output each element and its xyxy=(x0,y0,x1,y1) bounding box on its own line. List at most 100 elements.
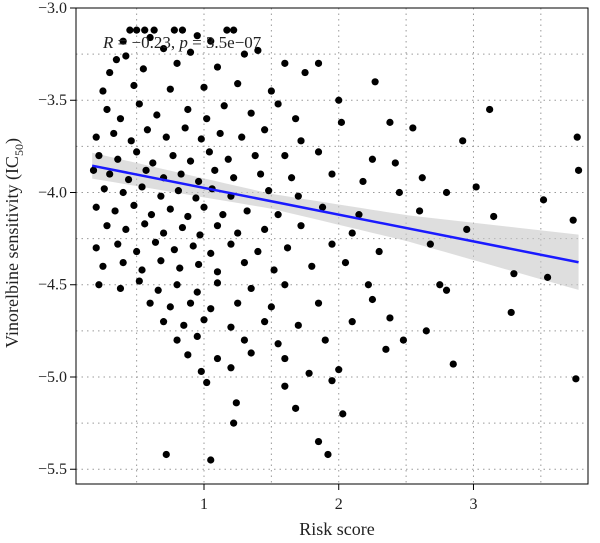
y-tick-label: −4.5 xyxy=(38,277,67,294)
data-point xyxy=(463,225,471,233)
data-point xyxy=(261,318,269,326)
y-tick-label: −5.5 xyxy=(38,461,67,478)
data-point xyxy=(92,203,100,211)
data-point xyxy=(116,284,125,293)
data-point xyxy=(572,375,580,383)
data-point xyxy=(328,170,336,178)
data-point xyxy=(162,133,170,141)
data-point xyxy=(203,115,211,123)
data-point xyxy=(341,259,350,267)
data-point xyxy=(213,222,222,230)
data-point xyxy=(95,281,103,289)
regression-line xyxy=(91,164,579,264)
data-point xyxy=(371,78,379,86)
data-point xyxy=(174,187,182,195)
data-point xyxy=(426,240,434,248)
data-point xyxy=(224,155,232,163)
data-point xyxy=(305,369,313,377)
data-point xyxy=(232,399,240,407)
data-point xyxy=(348,229,356,237)
data-point xyxy=(270,266,278,274)
data-point xyxy=(314,59,323,67)
data-point xyxy=(213,63,222,71)
data-point xyxy=(186,299,195,307)
data-point xyxy=(189,242,197,250)
data-point xyxy=(569,216,577,224)
x-tick-label: 1 xyxy=(200,496,208,513)
data-point xyxy=(114,240,122,248)
data-point xyxy=(89,166,98,174)
y-tick-label: −3.5 xyxy=(38,92,67,109)
data-point xyxy=(213,279,222,287)
data-point xyxy=(294,192,302,200)
data-point xyxy=(442,286,451,294)
data-point xyxy=(122,52,130,60)
data-point xyxy=(169,151,177,160)
correlation-annotation: R = −0.23, p = 3.5e−07 xyxy=(102,33,262,52)
data-point xyxy=(442,188,451,197)
data-point xyxy=(297,137,305,145)
data-points xyxy=(89,26,583,464)
data-point xyxy=(227,364,235,372)
data-point xyxy=(138,266,146,274)
data-point xyxy=(166,303,174,311)
data-point xyxy=(103,222,111,230)
data-point xyxy=(146,33,154,42)
data-point xyxy=(359,177,367,186)
data-point xyxy=(281,59,289,67)
data-point xyxy=(314,148,323,156)
data-point xyxy=(173,336,181,344)
data-point xyxy=(193,332,201,341)
data-point xyxy=(207,249,215,257)
data-point xyxy=(151,238,160,246)
data-point xyxy=(159,318,168,326)
data-point xyxy=(92,133,100,141)
data-point xyxy=(193,288,201,296)
data-point xyxy=(173,281,181,289)
data-point xyxy=(176,264,184,272)
data-point xyxy=(274,211,282,219)
data-point xyxy=(230,419,238,427)
data-point xyxy=(181,124,189,132)
data-point xyxy=(267,87,275,95)
data-point xyxy=(507,308,515,317)
data-point xyxy=(321,336,329,344)
data-point xyxy=(159,44,168,53)
data-point xyxy=(99,87,107,95)
data-point xyxy=(99,262,107,270)
data-point xyxy=(116,115,125,123)
data-point xyxy=(127,137,135,145)
data-point xyxy=(355,211,363,219)
data-point xyxy=(133,247,141,256)
data-point xyxy=(106,170,114,178)
data-point xyxy=(170,246,178,254)
data-point xyxy=(112,56,121,64)
data-point xyxy=(399,336,408,344)
data-point xyxy=(106,68,114,77)
data-point xyxy=(292,404,300,412)
data-point xyxy=(184,105,192,114)
x-tick-label: 3 xyxy=(469,496,477,513)
data-point xyxy=(287,174,296,182)
data-point xyxy=(382,345,390,353)
data-point xyxy=(254,247,262,256)
data-point xyxy=(472,183,480,191)
data-point xyxy=(177,170,185,178)
data-point xyxy=(227,323,235,331)
data-point xyxy=(110,129,118,138)
data-point xyxy=(318,203,327,211)
data-point xyxy=(178,26,187,34)
data-point xyxy=(180,321,188,329)
data-point xyxy=(223,26,231,34)
data-point xyxy=(150,26,158,34)
data-point xyxy=(184,212,192,221)
data-point xyxy=(574,166,583,174)
data-point xyxy=(281,281,289,289)
y-axis-ticks: −5.5 −5.0 −4.5 −4.0 −3.5 −3.0 xyxy=(38,0,76,478)
data-point xyxy=(328,377,336,385)
data-point xyxy=(166,205,174,213)
data-point xyxy=(119,259,127,267)
regression-line-group xyxy=(91,164,579,264)
data-point xyxy=(157,192,165,200)
data-point xyxy=(211,166,219,174)
